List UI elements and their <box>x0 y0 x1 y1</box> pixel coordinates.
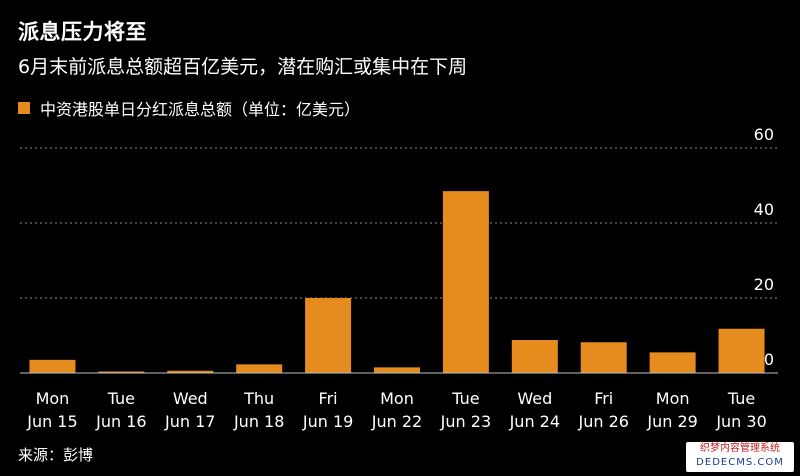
x-tick-label-date: Jun 18 <box>233 412 284 431</box>
x-tick-label-day: Wed <box>517 389 552 408</box>
x-tick-label-date: Jun 24 <box>509 412 560 431</box>
bar <box>98 371 145 373</box>
x-tick-label-date: Jun 22 <box>371 412 422 431</box>
x-tick-label-date: Jun 15 <box>26 412 77 431</box>
legend-label: 中资港股单日分红派息总额（单位：亿美元） <box>40 100 361 119</box>
bar <box>29 359 76 373</box>
legend: 中资港股单日分红派息总额（单位：亿美元） <box>18 96 360 120</box>
x-tick-label-day: Tue <box>451 389 479 408</box>
watermark-line-1: 织梦内容管理系统 <box>700 443 780 454</box>
bar <box>718 328 765 373</box>
bar <box>167 370 214 373</box>
x-tick-label-date: Jun 16 <box>95 412 146 431</box>
x-tick-label-day: Mon <box>380 389 414 408</box>
x-tick-label-date: Jun 29 <box>646 412 697 431</box>
bar <box>236 364 283 373</box>
x-tick-label-day: Fri <box>319 389 338 408</box>
x-tick-label-day: Tue <box>727 389 755 408</box>
x-tick-label-date: Jun 19 <box>302 412 353 431</box>
chart-subtitle: 6月末前派息总额超百亿美元，潜在购汇或集中在下周 <box>18 56 468 78</box>
watermark-line-2: DEDECMS.COM <box>696 457 784 468</box>
bar <box>442 191 489 373</box>
y-tick-label: 0 <box>764 350 774 369</box>
bar <box>649 352 696 373</box>
bar <box>580 342 627 373</box>
x-tick-label-date: Jun 17 <box>164 412 215 431</box>
source-note: 来源：彭博 <box>18 446 94 464</box>
y-tick-label: 40 <box>754 200 774 219</box>
chart-title: 派息压力将至 <box>18 20 147 44</box>
x-tick-label-date: Jun 30 <box>715 412 766 431</box>
legend-swatch <box>18 102 30 114</box>
x-tick-label-day: Wed <box>173 389 208 408</box>
bar <box>374 367 420 373</box>
bar <box>511 340 558 373</box>
bar <box>305 298 352 373</box>
x-tick-label-day: Mon <box>656 389 690 408</box>
y-tick-label: 60 <box>754 125 774 144</box>
x-tick-label-date: Jun 23 <box>440 412 491 431</box>
x-tick-label-day: Thu <box>243 389 274 408</box>
y-tick-label: 20 <box>754 275 774 294</box>
x-tick-label-date: Jun 26 <box>578 412 629 431</box>
x-tick-label-day: Fri <box>594 389 613 408</box>
watermark-logo: 织梦内容管理系统 DEDECMS.COM <box>686 442 794 472</box>
x-tick-label-day: Mon <box>36 389 70 408</box>
x-tick-label-day: Tue <box>107 389 135 408</box>
